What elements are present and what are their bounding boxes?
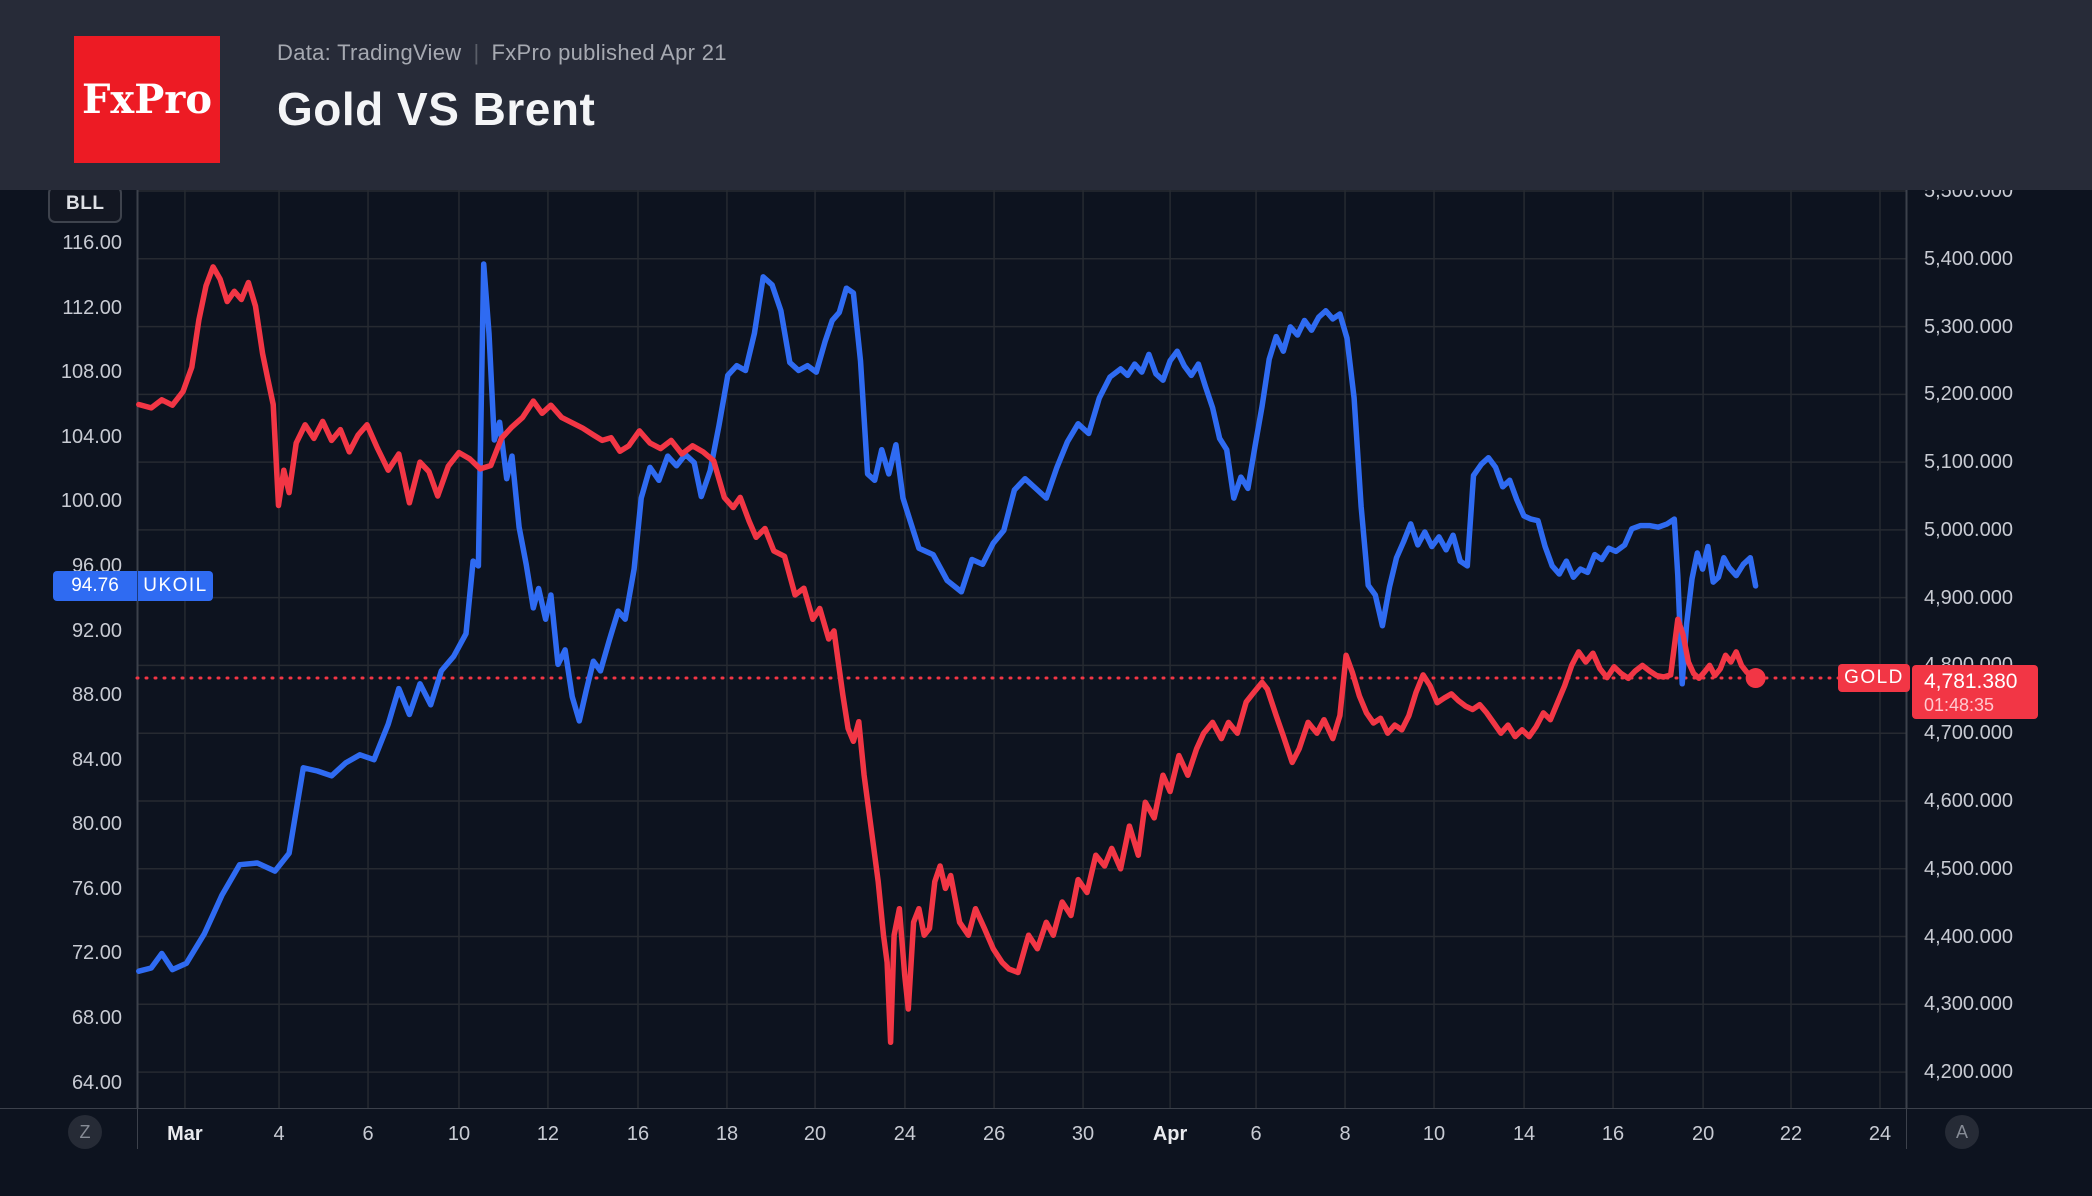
left-axis-tick: 88.00: [71, 684, 122, 707]
right-axis-tick: 4,700.000: [1924, 722, 2013, 745]
left-axis-tick: 100.00: [60, 490, 122, 513]
right-axis-tick: 5,000.000: [1924, 518, 2013, 541]
time-axis-tick: 26: [982, 1123, 1006, 1145]
left-axis-tick: 84.00: [71, 748, 122, 771]
gold-last-price: 4,781.380: [1924, 669, 2018, 693]
time-axis-tick: 8: [1339, 1123, 1351, 1145]
time-axis-tick: 10: [1422, 1123, 1446, 1145]
left-axis-tick: 76.00: [71, 877, 122, 900]
right-axis-tick: 5,300.000: [1924, 315, 2013, 338]
time-axis-tick: 16: [626, 1123, 650, 1145]
time-axis-tick: 12: [536, 1123, 560, 1145]
left-axis-tick: 108.00: [60, 361, 122, 384]
gold-symbol-label: GOLD: [1838, 664, 1910, 693]
left-axis-tick: 104.00: [60, 425, 122, 448]
time-axis-tick: 16: [1601, 1123, 1625, 1145]
subtitle-divider: |: [473, 40, 480, 65]
gold-last-point-dot: [1745, 668, 1766, 689]
axis-border-left: [137, 1109, 138, 1149]
left-axis-tick: 64.00: [71, 1071, 122, 1094]
time-scale[interactable]: Mar 4 6 10 12 16 18 20 24 26 30 Apr 6 8 10 14 16 20 22 24 Z…: [0, 1108, 2092, 1196]
time-axis-tick: 18: [715, 1123, 739, 1145]
right-axis-tick: 5,200.000: [1924, 383, 2013, 406]
price-chart[interactable]: [0, 190, 2092, 1108]
gold-countdown-timer: 01:48:35: [1924, 694, 1995, 715]
time-axis-tick: 6: [362, 1123, 374, 1145]
left-axis-tick: 116.00: [62, 231, 122, 254]
time-axis-tick: Apr: [1152, 1123, 1188, 1145]
right-axis-tick: 4,500.000: [1924, 857, 2013, 880]
right-axis-tick: 4,400.000: [1924, 925, 2013, 948]
time-axis-tick: 30: [1071, 1123, 1095, 1145]
ukoil-symbol-label: UKOIL: [143, 574, 208, 596]
timezone-button[interactable]: Z: [68, 1115, 102, 1149]
ukoil-line: [136, 261, 1759, 974]
time-axis-tick: 24: [893, 1123, 917, 1145]
left-axis-tick: 92.00: [71, 619, 122, 642]
fxpro-logo: FxPro: [74, 36, 220, 163]
time-axis-tick: 4: [273, 1123, 285, 1145]
published-label: FxPro published Apr 21: [491, 40, 727, 65]
ukoil-price-badge: 94.76 UKOIL: [53, 570, 213, 601]
unit-badge[interactable]: BLL: [48, 186, 123, 223]
right-axis-tick: 4,300.000: [1924, 993, 2013, 1016]
left-axis-tick: 72.00: [71, 942, 122, 965]
right-axis-tick: 5,400.000: [1924, 247, 2013, 270]
badge-divider: [137, 570, 138, 601]
header-bar: FxPro Data: TradingView | FxPro published …: [0, 0, 2092, 190]
time-axis-tick: 6: [1250, 1123, 1262, 1145]
gold-price-badge: 4,781.380 01:48:35: [1912, 665, 2038, 720]
left-axis-tick: 80.00: [71, 813, 122, 836]
ukoil-last-price: 94.76: [71, 574, 119, 596]
axis-border-right: [1906, 1109, 1907, 1149]
fxpro-logo-text: FxPro: [81, 76, 213, 123]
right-axis-tick: 4,600.000: [1924, 789, 2013, 812]
time-axis-tick: 24: [1868, 1123, 1892, 1145]
right-axis-tick: 4,200.000: [1924, 1061, 2013, 1084]
time-axis-tick: Mar: [167, 1123, 203, 1145]
left-axis-tick: 112.00: [62, 296, 122, 319]
gold-line: [136, 264, 1759, 1046]
autoscale-button[interactable]: A: [1945, 1115, 1979, 1149]
time-axis-tick: 20: [1691, 1123, 1715, 1145]
right-axis-tick: 5,100.000: [1924, 451, 2013, 474]
time-axis-tick: 14: [1512, 1123, 1536, 1145]
page-title: Gold VS Brent: [277, 83, 596, 135]
time-axis-tick: 10: [447, 1123, 471, 1145]
right-axis-tick: 4,900.000: [1924, 586, 2013, 609]
chart-subtitle: Data: TradingView | FxPro published Apr 21: [277, 40, 727, 66]
time-axis-tick: 22: [1779, 1123, 1803, 1145]
left-axis-tick: 68.00: [71, 1007, 122, 1030]
data-source-label: Data: TradingView: [277, 40, 462, 65]
time-axis-tick: 20: [803, 1123, 827, 1145]
